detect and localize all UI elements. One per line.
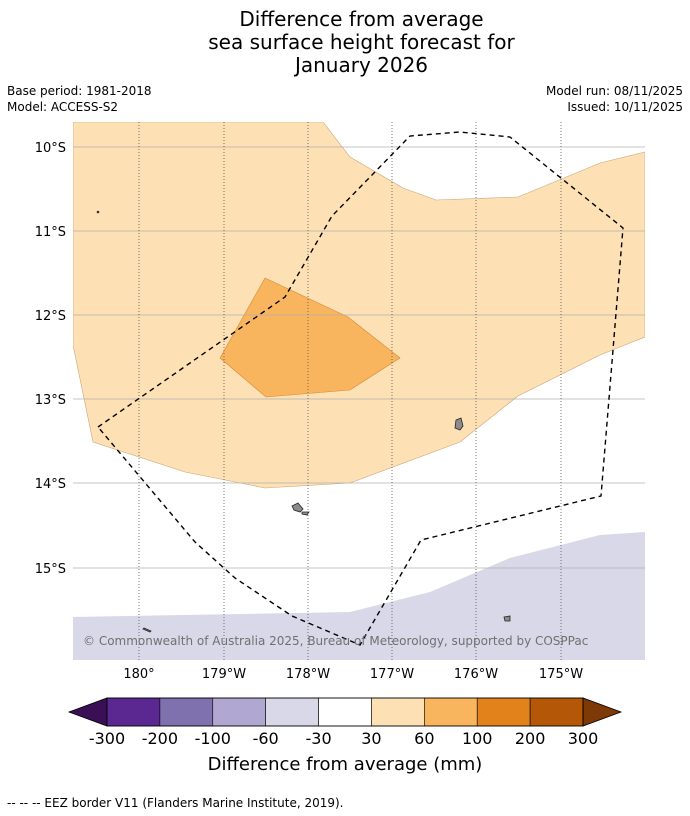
lon-label-179w: 179°W <box>202 667 246 682</box>
title-line-2: sea surface height forecast for <box>208 30 515 54</box>
lon-label-180: 180° <box>123 667 154 682</box>
anomaly-region-30-60 <box>73 122 645 489</box>
colorbar-segment <box>371 697 425 727</box>
colorbar-segment <box>265 697 319 727</box>
lon-label-176w: 176°W <box>454 667 498 682</box>
colorbar-tick-label: -30 <box>305 729 331 748</box>
colorbar-segment <box>476 697 531 727</box>
title-line-1: Difference from average <box>239 7 484 31</box>
colorbar: -300 -200 -100 -60 -30 30 60 100 200 300 Differen… <box>67 697 623 775</box>
colorbar-tick-label: -300 <box>89 729 125 748</box>
colorbar-segments <box>106 697 584 727</box>
base-period-text: Base period: 1981-2018 <box>7 84 152 98</box>
copyright-text: © Commonwealth of Australia 2025, Bureau… <box>83 634 588 648</box>
colorbar-tick-label: 60 <box>414 729 434 748</box>
lon-label-178w: 178°W <box>286 667 330 682</box>
colorbar-tick-label: 30 <box>361 729 381 748</box>
colorbar-segment <box>529 697 584 727</box>
eez-footnote: -- -- -- EEZ border V11 (Flanders Marine… <box>7 796 344 810</box>
colorbar-ticks: -300 -200 -100 -60 -30 30 60 100 200 300 <box>89 729 598 748</box>
colorbar-segment <box>159 697 214 727</box>
colorbar-segment <box>318 697 372 727</box>
map-title: Difference from average sea surface heig… <box>0 8 690 77</box>
colorbar-segment <box>212 697 266 727</box>
island-atafu <box>454 417 464 431</box>
island-west <box>142 627 152 633</box>
lon-label-177w: 177°W <box>370 667 414 682</box>
lat-label-10s: 10°S <box>35 141 66 156</box>
anomaly-region-neg60-neg30 <box>73 532 645 660</box>
colorbar-tick-label: 300 <box>568 729 599 748</box>
anomaly-region-60-100 <box>219 277 401 398</box>
model-run-text: Model run: 08/11/2025 <box>545 84 683 98</box>
island-funafuti-b <box>301 511 310 516</box>
colorbar-tick-label: -60 <box>253 729 279 748</box>
colorbar-tick-label: 100 <box>462 729 493 748</box>
meta-right: Model run: 08/11/2025 Issued: 10/11/2025 <box>546 83 683 115</box>
colorbar-tick-label: -100 <box>195 729 231 748</box>
colorbar-frame <box>106 697 584 727</box>
colorbar-extend-low <box>67 697 108 727</box>
colorbar-label: Difference from average (mm) <box>208 754 483 775</box>
eez-border <box>96 131 624 646</box>
longitude-labels: 180° 179°W 178°W 177°W 176°W 175°W <box>123 667 583 682</box>
lat-label-11s: 11°S <box>35 225 66 240</box>
lat-label-15s: 15°S <box>35 562 66 577</box>
latitude-labels: 10°S 11°S 12°S 13°S 14°S 15°S <box>35 141 66 577</box>
colorbar-extend-high <box>582 697 623 727</box>
title-line-3: January 2026 <box>294 53 429 77</box>
lat-label-12s: 12°S <box>35 309 66 324</box>
islands <box>96 210 511 633</box>
latitude-gridlines <box>73 146 645 569</box>
lat-label-13s: 13°S <box>35 393 66 408</box>
colorbar-tick-label: -200 <box>142 729 178 748</box>
colorbar-segment <box>424 697 478 727</box>
meta-left: Base period: 1981-2018 Model: ACCESS-S2 <box>7 83 152 115</box>
lat-label-14s: 14°S <box>35 477 66 492</box>
model-text: Model: ACCESS-S2 <box>7 100 119 114</box>
island-funafuti-a <box>291 502 304 513</box>
colorbar-segment <box>106 697 161 727</box>
issued-text: Issued: 10/11/2025 <box>567 100 683 114</box>
colorbar-tick-label: 200 <box>515 729 546 748</box>
lon-label-175w: 175°W <box>539 667 583 682</box>
map-area: © Commonwealth of Australia 2025, Bureau… <box>73 122 645 660</box>
island-swains <box>503 615 511 622</box>
islet-north <box>96 210 100 214</box>
